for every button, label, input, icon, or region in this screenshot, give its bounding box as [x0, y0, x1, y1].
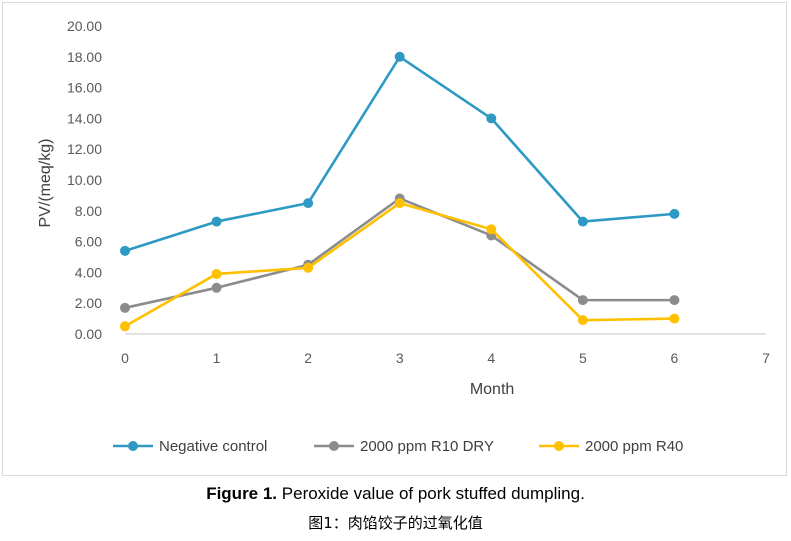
data-point: [486, 113, 497, 124]
data-point: [669, 295, 680, 306]
y-tick-label: 2.00: [75, 295, 102, 311]
x-tick-label: 6: [671, 350, 679, 366]
data-point: [120, 302, 130, 313]
y-tick-label: 14.00: [67, 110, 102, 126]
data-point: [486, 224, 497, 235]
data-point: [394, 198, 405, 209]
data-point: [303, 262, 314, 273]
data-point: [211, 268, 222, 279]
y-tick-label: 18.00: [67, 49, 102, 65]
x-tick-label: 1: [213, 350, 221, 366]
figure-caption-text: Peroxide value of pork stuffed dumpling.: [277, 484, 585, 503]
legend-label: Negative control: [159, 438, 267, 455]
data-point: [577, 216, 588, 227]
x-tick-label: 2: [304, 350, 312, 366]
x-tick-label: 5: [579, 350, 587, 366]
data-point: [211, 216, 222, 227]
legend-marker: [329, 441, 339, 451]
legend-label: 2000 ppm R10 DRY: [360, 438, 494, 455]
data-point: [303, 198, 314, 209]
data-point: [120, 245, 130, 256]
legend-marker: [128, 441, 138, 451]
x-axis-title: Month: [470, 381, 514, 398]
data-point: [669, 208, 680, 219]
series-line: [124, 55, 675, 253]
line-chart: 0.00 2.00 4.00 6.00 8.00 10.00 12.00 14.00 16.00…: [37, 18, 770, 455]
figure-caption-chinese: 图1：肉馅饺子的过氧化值: [308, 514, 483, 532]
y-tick-label: 10.00: [67, 172, 102, 188]
y-tick-label: 8.00: [75, 203, 102, 219]
x-tick-label: 4: [487, 350, 495, 366]
data-point: [669, 313, 680, 324]
x-tick-label: 3: [396, 350, 404, 366]
data-point: [577, 315, 588, 326]
y-tick-label: 16.00: [67, 80, 102, 96]
series-layer: [120, 51, 680, 332]
series-line: [124, 197, 675, 310]
y-tick-label: 12.00: [67, 141, 102, 157]
y-tick-label: 4.00: [75, 264, 102, 280]
y-tick-label: 20.00: [67, 18, 102, 34]
x-tick-label: 0: [121, 350, 129, 366]
data-point: [577, 295, 588, 306]
y-tick-label: 6.00: [75, 234, 102, 250]
y-axis-title: PV/(meq/kg): [37, 139, 54, 228]
data-point: [211, 282, 222, 293]
legend-marker: [554, 441, 564, 451]
legend-label: 2000 ppm R40: [585, 438, 683, 455]
y-axis-ticks: 0.00 2.00 4.00 6.00 8.00 10.00 12.00 14.00 16.00…: [67, 18, 102, 342]
chart-frame: [2, 2, 787, 476]
x-axis-ticks: 0 1 2 3 4 5 6 7: [121, 350, 770, 366]
data-point: [394, 51, 405, 62]
legend: Negative control 2000 ppm R10 DRY 2000 ppm…: [113, 438, 683, 455]
figure-label: Figure 1.: [206, 484, 278, 503]
x-tick-label: 7: [762, 350, 770, 366]
figure-caption: Figure 1. Peroxide value of pork stuffed…: [0, 484, 791, 504]
data-point: [120, 321, 130, 332]
y-tick-label: 0.00: [75, 326, 102, 342]
